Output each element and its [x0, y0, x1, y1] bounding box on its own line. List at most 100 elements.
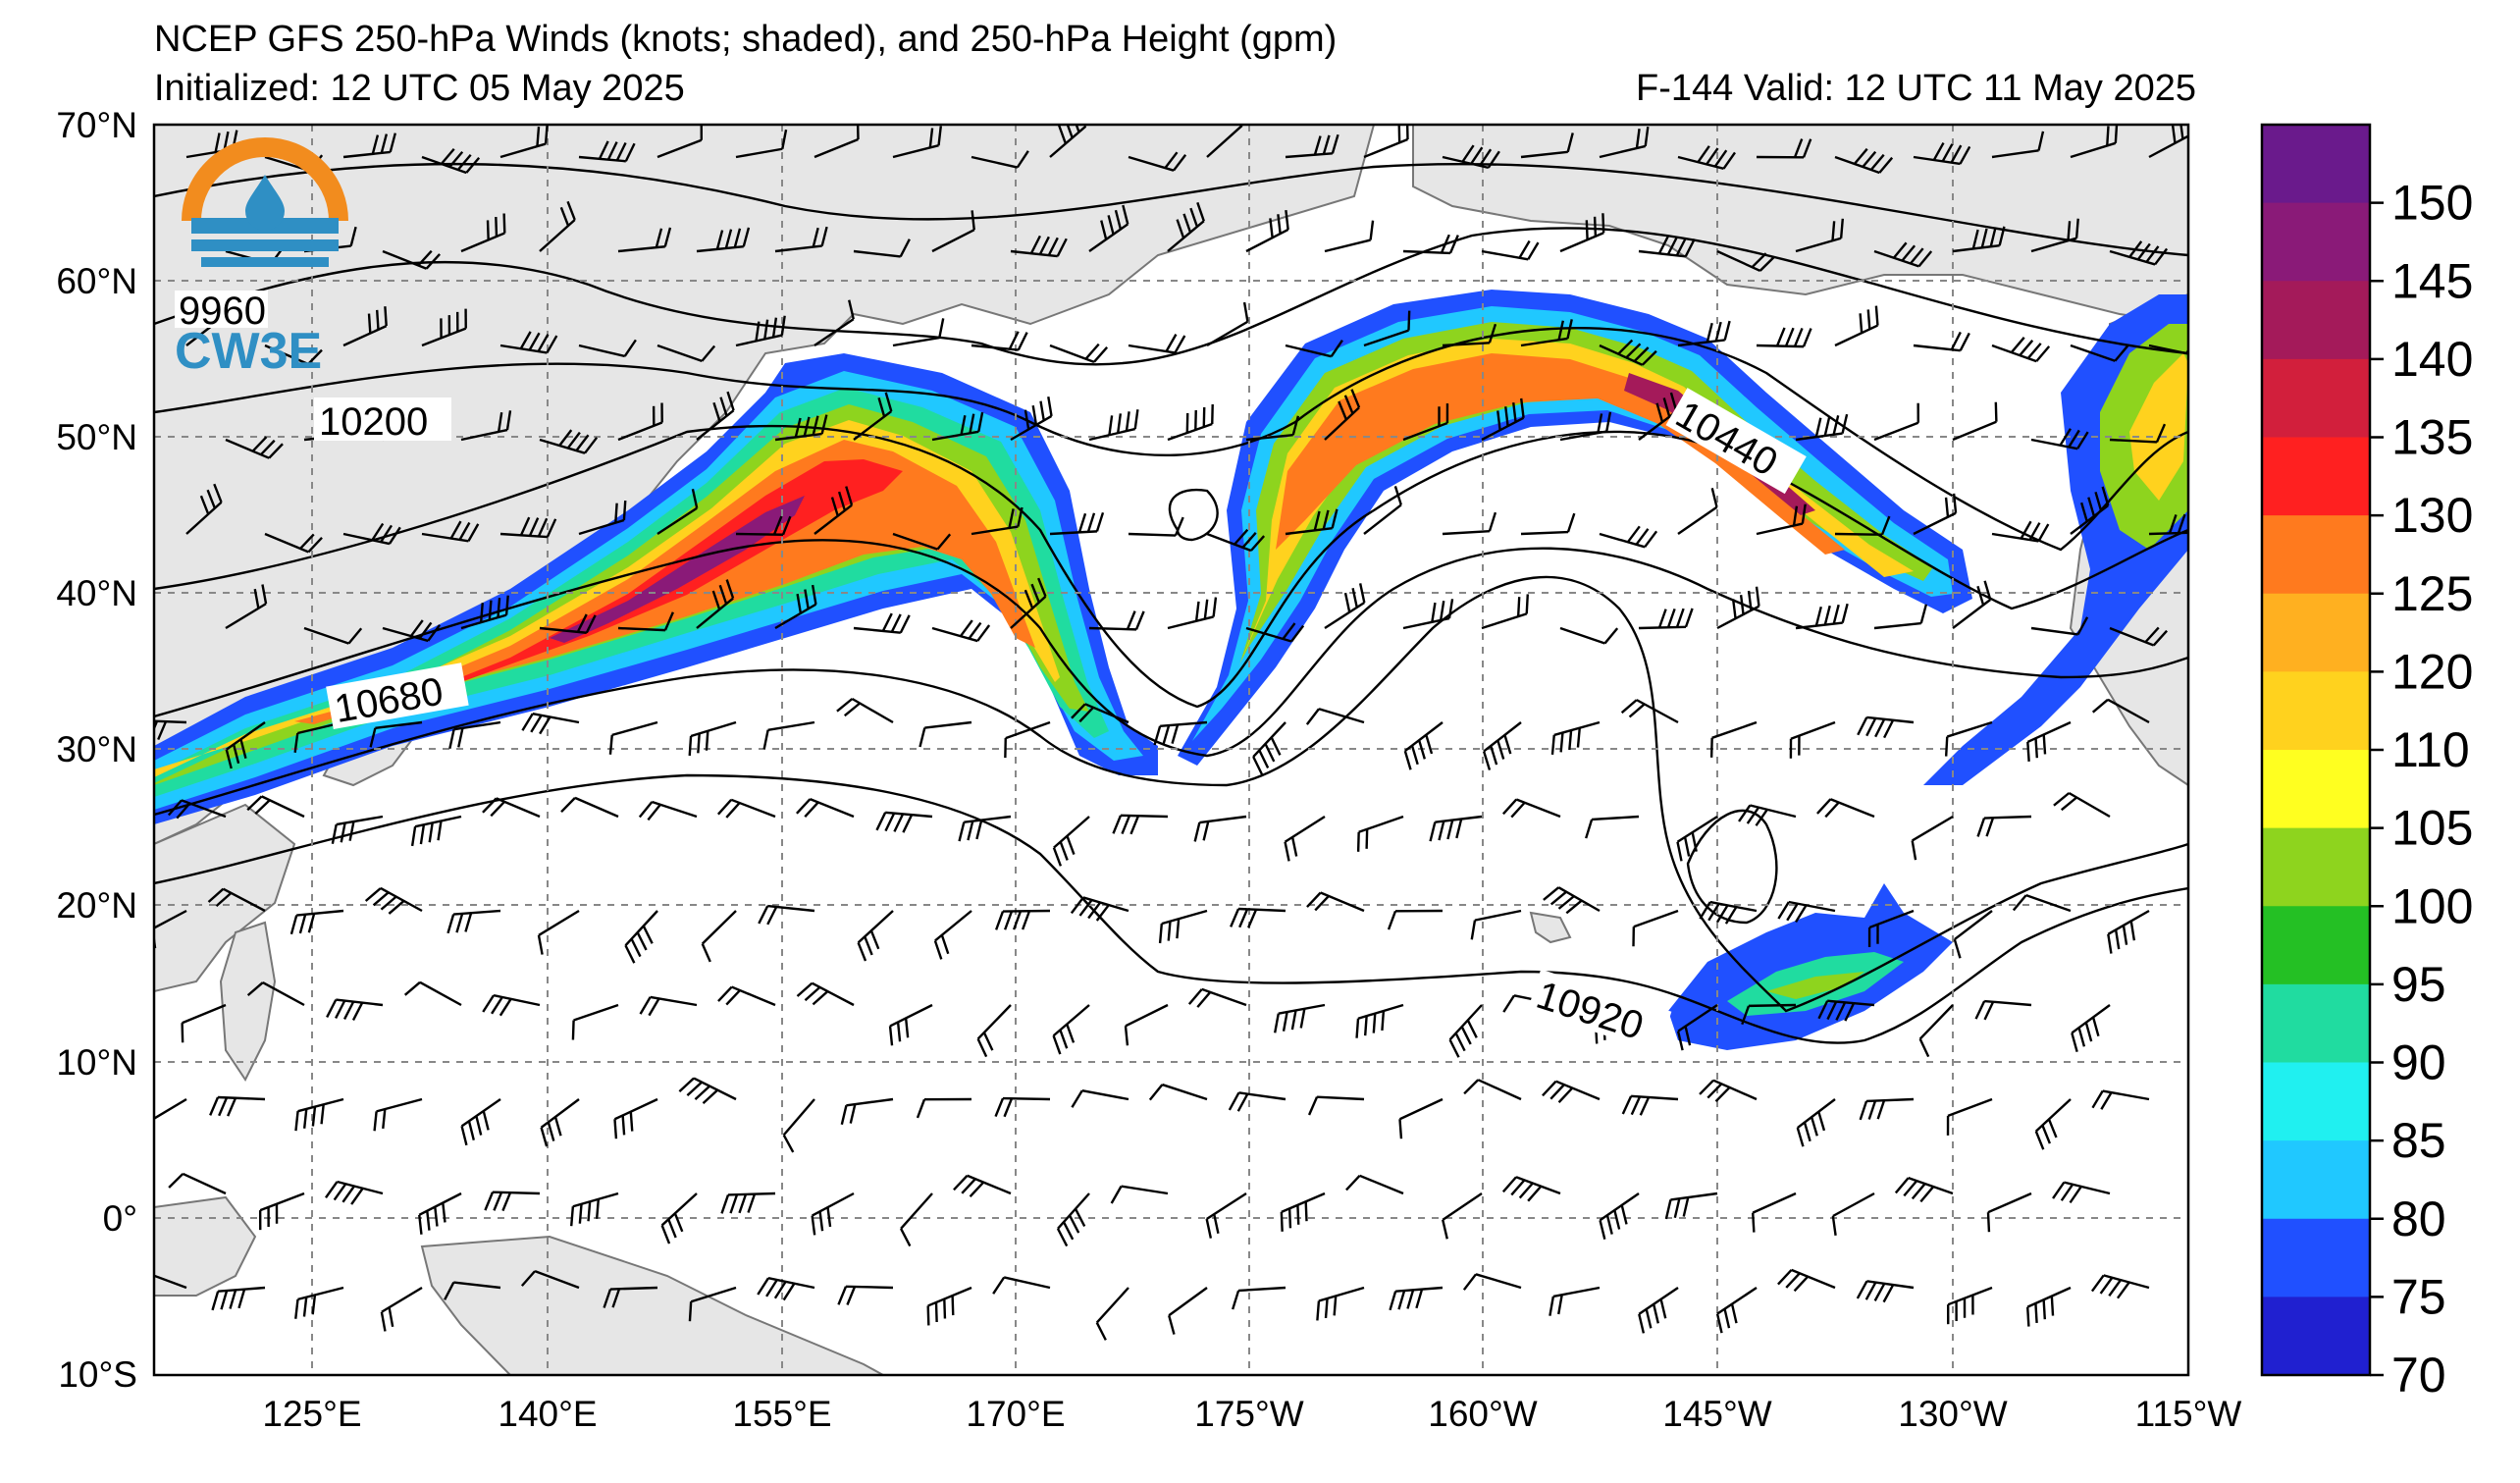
wind-barb: [1789, 720, 1836, 759]
wind-barb: [1442, 144, 1500, 170]
wind-barb: [303, 626, 363, 645]
wind-barb: [617, 227, 672, 253]
wind-barb: [1859, 1097, 1915, 1121]
wind-barb: [1245, 415, 1300, 442]
wind-barb: [1193, 815, 1247, 842]
wind-barb: [916, 1097, 972, 1119]
wind-barb: [2109, 240, 2169, 266]
colorbar-tick-label: 85: [2391, 1113, 2446, 1168]
wind-barb: [1128, 151, 1187, 172]
wind-barb: [373, 1097, 423, 1132]
wind-barb: [521, 713, 580, 735]
wind-barb: [264, 344, 323, 366]
wind-barb: [1946, 1286, 1993, 1325]
wind-barb: [1873, 604, 1928, 630]
wind-barb: [796, 981, 855, 1007]
wind-barb: [892, 318, 945, 347]
wind-barb: [933, 910, 972, 960]
wind-barb: [953, 1174, 1012, 1198]
wind-barb: [2109, 423, 2167, 444]
wind-barb: [717, 985, 776, 1007]
wind-barb: [1070, 896, 1129, 922]
lon-label: 160°W: [1428, 1394, 1538, 1434]
wind-barb: [482, 993, 541, 1017]
longitude-labels: 125°E 140°E 155°E 170°E 175°W 160°W 145°…: [262, 1394, 2241, 1434]
wind-barb: [656, 344, 716, 362]
wind-barb: [1345, 1174, 1404, 1195]
wind-barb: [1158, 909, 1208, 944]
wind-barb: [2071, 1004, 2111, 1053]
wind-barb: [342, 306, 388, 347]
wind-barb: [1252, 721, 1286, 775]
wind-barb: [1112, 814, 1169, 835]
wind-barb: [1986, 1192, 2032, 1233]
wind-barb: [840, 1097, 894, 1126]
wind-barb: [1944, 720, 1993, 757]
wind-barb: [1442, 1192, 1483, 1240]
wind-barb: [181, 1003, 227, 1043]
lat-label: 20°N: [56, 885, 137, 926]
colorbar-tick-label: 95: [2391, 957, 2446, 1012]
wind-barb: [995, 909, 1051, 930]
wind-barb: [1599, 126, 1650, 159]
wind-barb: [382, 619, 442, 643]
wind-barb: [446, 909, 501, 934]
wind-barb: [460, 410, 512, 442]
wind-barb: [1991, 337, 2051, 363]
wind-barb: [246, 795, 305, 819]
wind-barb: [1324, 220, 1375, 253]
wind-barb: [1974, 999, 2032, 1021]
wind-barb: [1520, 319, 1573, 347]
wind-barb: [1741, 1003, 1797, 1026]
wind-barb: [1756, 138, 1812, 159]
wind-barb: [1481, 397, 1525, 442]
wind-barb: [608, 720, 658, 755]
contour-label-10200: 10200: [314, 397, 451, 444]
wind-barb: [1095, 1287, 1129, 1341]
wind-barb: [225, 721, 266, 769]
wind-barb: [1913, 493, 1958, 536]
wind-barb: [1230, 907, 1286, 928]
wind-barb: [1599, 1192, 1640, 1241]
wind-barb: [1873, 402, 1919, 442]
wind-barb: [720, 1192, 776, 1214]
wind-barb: [1857, 715, 1915, 739]
wind-barb: [931, 619, 991, 643]
wind-barb: [578, 339, 637, 358]
wind-barb: [1834, 515, 1891, 536]
wind-barb: [1442, 511, 1497, 536]
wind-barb: [1911, 815, 1954, 861]
wind-barb: [520, 1269, 580, 1290]
wind-barb: [1274, 1003, 1326, 1033]
wind-barb: [1010, 577, 1047, 629]
wind-barb: [2070, 344, 2129, 362]
wind-barb: [1715, 1287, 1758, 1334]
wind-barb: [1167, 597, 1218, 630]
colorbar-tick-label: 100: [2391, 878, 2473, 933]
wind-barb: [1585, 815, 1640, 839]
wind-barb: [167, 799, 227, 820]
wind-barb: [1088, 204, 1129, 252]
contour-label-9960: 9960: [175, 290, 268, 333]
colorbar: 150 145 140 135 130 125 120 110 105 100 95 90 85 80 75…: [2260, 123, 2473, 1403]
wind-barb: [1056, 1192, 1090, 1247]
wind-barb: [1245, 209, 1289, 253]
wind-barb: [1228, 1091, 1286, 1112]
wind-barb: [774, 226, 828, 253]
wind-barb: [570, 1192, 619, 1227]
lon-label: 115°W: [2135, 1394, 2242, 1434]
wind-barb: [1153, 720, 1208, 746]
wind-barb: [1187, 987, 1247, 1008]
wind-barb: [2053, 791, 2111, 819]
colorbar-swatch: [2262, 515, 2370, 595]
wind-barb: [1751, 1192, 1797, 1233]
wind-barb: [1285, 508, 1339, 536]
wind-barb: [1110, 1185, 1169, 1204]
wind-barb: [701, 910, 737, 963]
wind-barb: [460, 1098, 501, 1146]
wind-barb: [342, 132, 396, 159]
wind-barb: [688, 1286, 737, 1322]
wind-barb: [919, 720, 972, 748]
wind-barb: [1756, 327, 1812, 348]
wind-barb: [892, 126, 942, 159]
